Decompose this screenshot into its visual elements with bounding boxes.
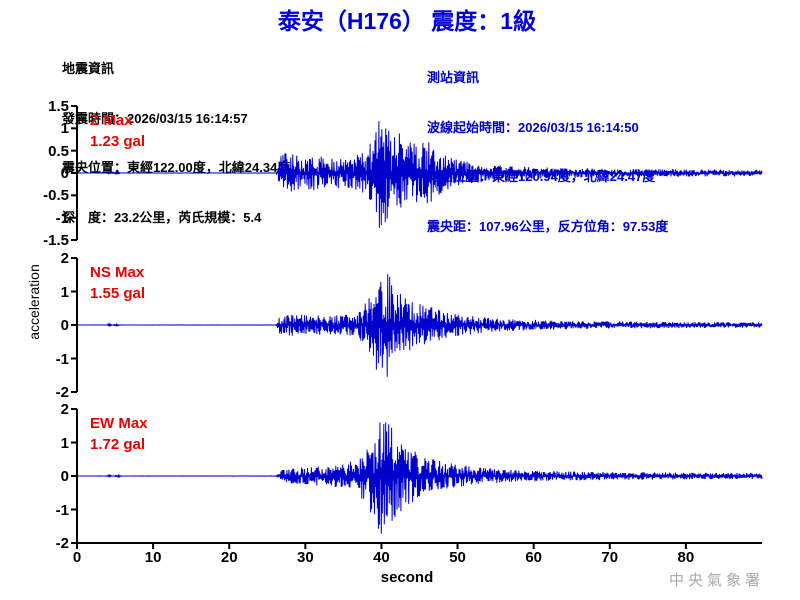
- y-tick-label-ns: -1: [55, 350, 69, 368]
- agency-watermark: 中央氣象署: [668, 572, 764, 589]
- y-tick-label-ew: -2: [55, 535, 69, 552]
- origin-time: 發震時間：2026/03/15 16:14:57: [62, 110, 248, 126]
- earthquake-info-heading: 地震資訊: [62, 61, 115, 76]
- x-tick-label: 0: [72, 549, 82, 566]
- y-tick-label-z: -0.5: [43, 187, 69, 205]
- y-tick-label-z: 0.5: [48, 142, 69, 160]
- waveform-trace-ew: [76, 422, 763, 534]
- y-tick-label-ns: 0: [60, 317, 69, 334]
- waveform-trace-ns: [76, 274, 763, 377]
- x-tick-label: 40: [373, 549, 390, 566]
- depth-magnitude: 深 度：23.2公里，芮氏規模：5.4: [62, 209, 262, 225]
- x-axis-title: second: [380, 569, 434, 586]
- epicenter-location: 震央位置：東經122.00度，北緯24.34度: [62, 160, 291, 175]
- max-label-z-value: 1.23 gal: [90, 133, 146, 150]
- max-label-ns: NS Max 1.55 gal: [90, 262, 145, 304]
- y-tick-label-z: -1: [55, 209, 69, 227]
- epicentral-distance: 震央距：107.96公里，反方位角：97.53度: [427, 218, 669, 234]
- y-tick-label-ns: -2: [55, 384, 69, 401]
- max-label-z-component: Z Max: [90, 112, 133, 129]
- y-tick-label-ew: 2: [60, 401, 69, 418]
- max-label-ew: EW Max 1.72 gal: [90, 413, 148, 455]
- y-tick-label-ew: 0: [60, 468, 69, 485]
- x-tick-label: 20: [220, 549, 238, 566]
- y-tick-label-z: 0: [60, 165, 69, 182]
- y-tick-label-ns: 2: [60, 250, 69, 267]
- page-title: 泰安（H176） 震度：1級: [277, 8, 537, 34]
- x-tick-label: 50: [449, 549, 466, 566]
- y-tick-label-z: -1.5: [43, 232, 69, 249]
- x-tick-label: 10: [144, 549, 162, 566]
- max-label-ns-component: NS Max: [90, 264, 145, 281]
- max-label-ns-value: 1.55 gal: [90, 285, 146, 302]
- station-info-heading: 測站資訊: [427, 70, 480, 85]
- max-label-z: Z Max 1.23 gal: [90, 110, 145, 152]
- x-tick-label: 80: [677, 549, 695, 566]
- earthquake-info: 地震資訊 發震時間：2026/03/15 16:14:57 震央位置：東經122…: [62, 28, 290, 259]
- y-tick-label-ew: 1: [60, 434, 69, 452]
- y-tick-label-ew: -1: [55, 501, 69, 519]
- waveform-start-time: 波線起始時間：2026/03/15 16:14:50: [427, 119, 639, 135]
- y-tick-label-z: 1: [60, 120, 69, 138]
- y-tick-label-ns: 1: [60, 283, 69, 301]
- x-tick-label: 30: [296, 549, 314, 566]
- waveform-trace-z: [77, 121, 763, 228]
- y-tick-label-z: 1.5: [48, 98, 69, 115]
- x-tick-label: 70: [601, 549, 619, 566]
- x-tick-label: 60: [525, 549, 542, 566]
- max-label-ew-value: 1.72 gal: [90, 436, 146, 453]
- max-label-ew-component: EW Max: [90, 415, 148, 432]
